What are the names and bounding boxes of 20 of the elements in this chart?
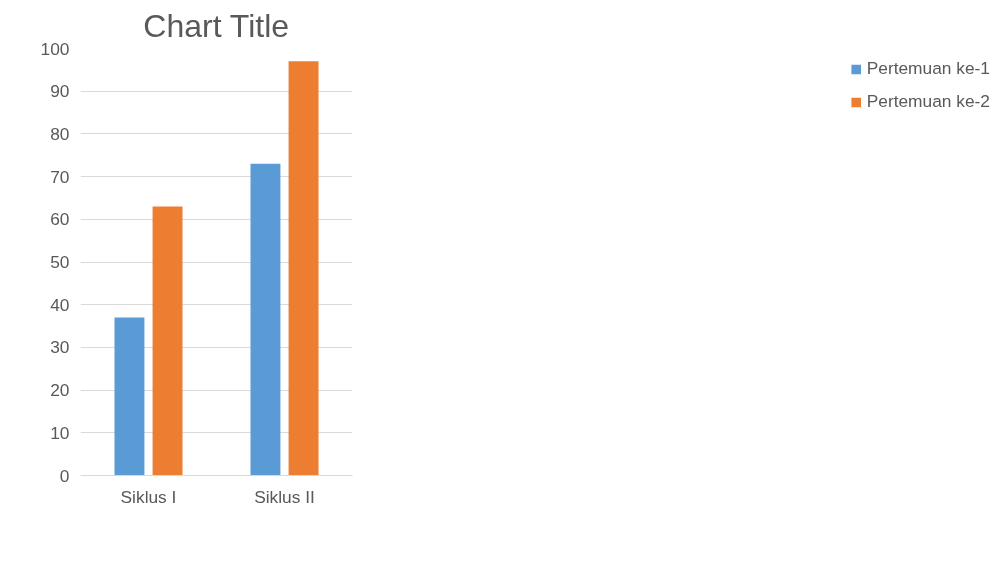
- y-tick-label: 40: [50, 294, 70, 315]
- bar: [250, 163, 281, 476]
- legend-label: Pertemuan ke-2: [866, 91, 990, 112]
- y-tick-label: 100: [40, 38, 70, 59]
- bar: [288, 61, 319, 476]
- x-tick-label: Siklus II: [254, 486, 315, 507]
- y-tick-label: 60: [50, 209, 70, 230]
- y-tick-label: 10: [50, 422, 70, 443]
- y-tick-label: 70: [50, 166, 70, 187]
- bar: [114, 317, 145, 476]
- y-tick-label: 30: [50, 337, 70, 358]
- y-tick-label: 20: [50, 380, 70, 401]
- bar: [152, 206, 183, 476]
- y-tick-label: 90: [50, 81, 70, 102]
- y-tick-label: 80: [50, 123, 70, 144]
- chart-title: Chart Title: [143, 7, 290, 44]
- y-tick-label: 0: [59, 465, 70, 486]
- x-tick-label: Siklus I: [120, 486, 177, 507]
- legend-label: Pertemuan ke-1: [866, 58, 990, 79]
- y-tick-label: 50: [50, 252, 70, 272]
